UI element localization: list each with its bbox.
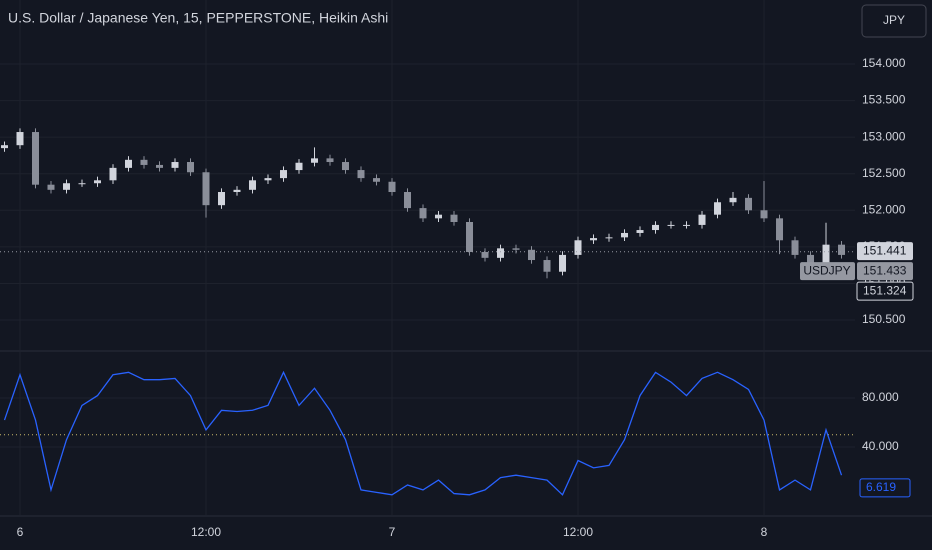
candle-body [373, 178, 381, 182]
candle-body [140, 159, 148, 165]
indicator-line [3, 370, 843, 496]
candle-body [450, 214, 458, 222]
candle-body [714, 202, 722, 215]
candle-body [124, 159, 132, 168]
y-tick-label: 154.000 [862, 56, 906, 70]
candle-body [419, 208, 427, 219]
candle-body [745, 197, 753, 211]
currency-button-label[interactable]: JPY [883, 13, 905, 27]
candle-body [171, 162, 179, 168]
candle-body [342, 162, 350, 171]
candle-body [435, 214, 443, 219]
candle-body [78, 183, 86, 185]
candle-body [109, 167, 117, 181]
candle-body [791, 240, 799, 255]
candle-body [295, 162, 303, 171]
candle-body [807, 254, 815, 266]
candle-body [155, 164, 163, 168]
candle-body [760, 210, 768, 219]
candle-body [652, 224, 660, 231]
last-value-label: 6.619 [866, 480, 896, 494]
price-marker-box [857, 242, 913, 261]
currency-button[interactable] [861, 4, 927, 38]
candle-body [93, 180, 101, 184]
y-tick-label: 40.000 [862, 439, 899, 453]
candle-body [264, 178, 272, 181]
candle-body [62, 183, 70, 190]
candle-body [621, 232, 629, 238]
symbol-box [800, 262, 855, 281]
candle-body [280, 170, 288, 179]
candle-body [636, 230, 644, 233]
candle-body [249, 180, 257, 190]
candle-body [512, 248, 520, 250]
y-tick-label: 153.500 [862, 93, 906, 107]
x-tick-label: 12:00 [191, 525, 221, 539]
x-tick-label: 7 [389, 525, 396, 539]
candle-body [404, 192, 412, 209]
y-tick-label: 152.500 [862, 166, 906, 180]
candle-body [590, 238, 598, 241]
price-marker-label: 151.324 [863, 283, 907, 297]
candle-body [574, 240, 582, 255]
x-tick-label: 6 [17, 525, 24, 539]
labels: 150.500151.000151.500152.000152.500153.0… [17, 56, 914, 539]
candle-body [31, 132, 39, 185]
candle-body [47, 184, 55, 190]
candle-body [326, 158, 334, 163]
candle-body [822, 244, 830, 266]
marks [0, 128, 855, 496]
candle-body [698, 214, 706, 225]
price-marker-box [856, 281, 914, 301]
candle-body [186, 162, 194, 173]
candle-body [543, 260, 551, 272]
last-value-box [859, 478, 911, 498]
grid [0, 0, 855, 515]
candle-body [388, 181, 396, 193]
candle-body [311, 158, 319, 163]
candle-body [667, 224, 675, 226]
candle-body [528, 249, 536, 261]
x-tick-label: 8 [761, 525, 768, 539]
candle-body [838, 244, 846, 255]
y-tick-label: 80.000 [862, 390, 899, 404]
price-marker-box [857, 262, 913, 281]
y-tick-label: 152.000 [862, 202, 906, 216]
candle-body [357, 170, 365, 179]
candle-body [466, 221, 474, 252]
candle-body [729, 197, 737, 203]
candle-body [0, 145, 8, 149]
candle-body [776, 218, 784, 241]
y-tick-label: 150.500 [862, 312, 906, 326]
candle-body [233, 189, 241, 193]
candle-body [605, 237, 613, 239]
symbol-label: USDJPY [803, 263, 850, 277]
y-tick-label: 153.000 [862, 129, 906, 143]
price-marker-label: 151.433 [863, 263, 907, 277]
candle-body [559, 254, 567, 272]
candle-body [218, 192, 226, 206]
chart-title: U.S. Dollar / Japanese Yen, 15, PEPPERST… [8, 10, 388, 26]
candle-body [683, 224, 691, 226]
x-tick-label: 12:00 [563, 525, 593, 539]
candle-body [497, 248, 505, 258]
candle-body [481, 251, 489, 258]
candle-body [202, 172, 210, 206]
candle-body [16, 132, 24, 146]
price-marker-label: 151.441 [863, 243, 907, 257]
